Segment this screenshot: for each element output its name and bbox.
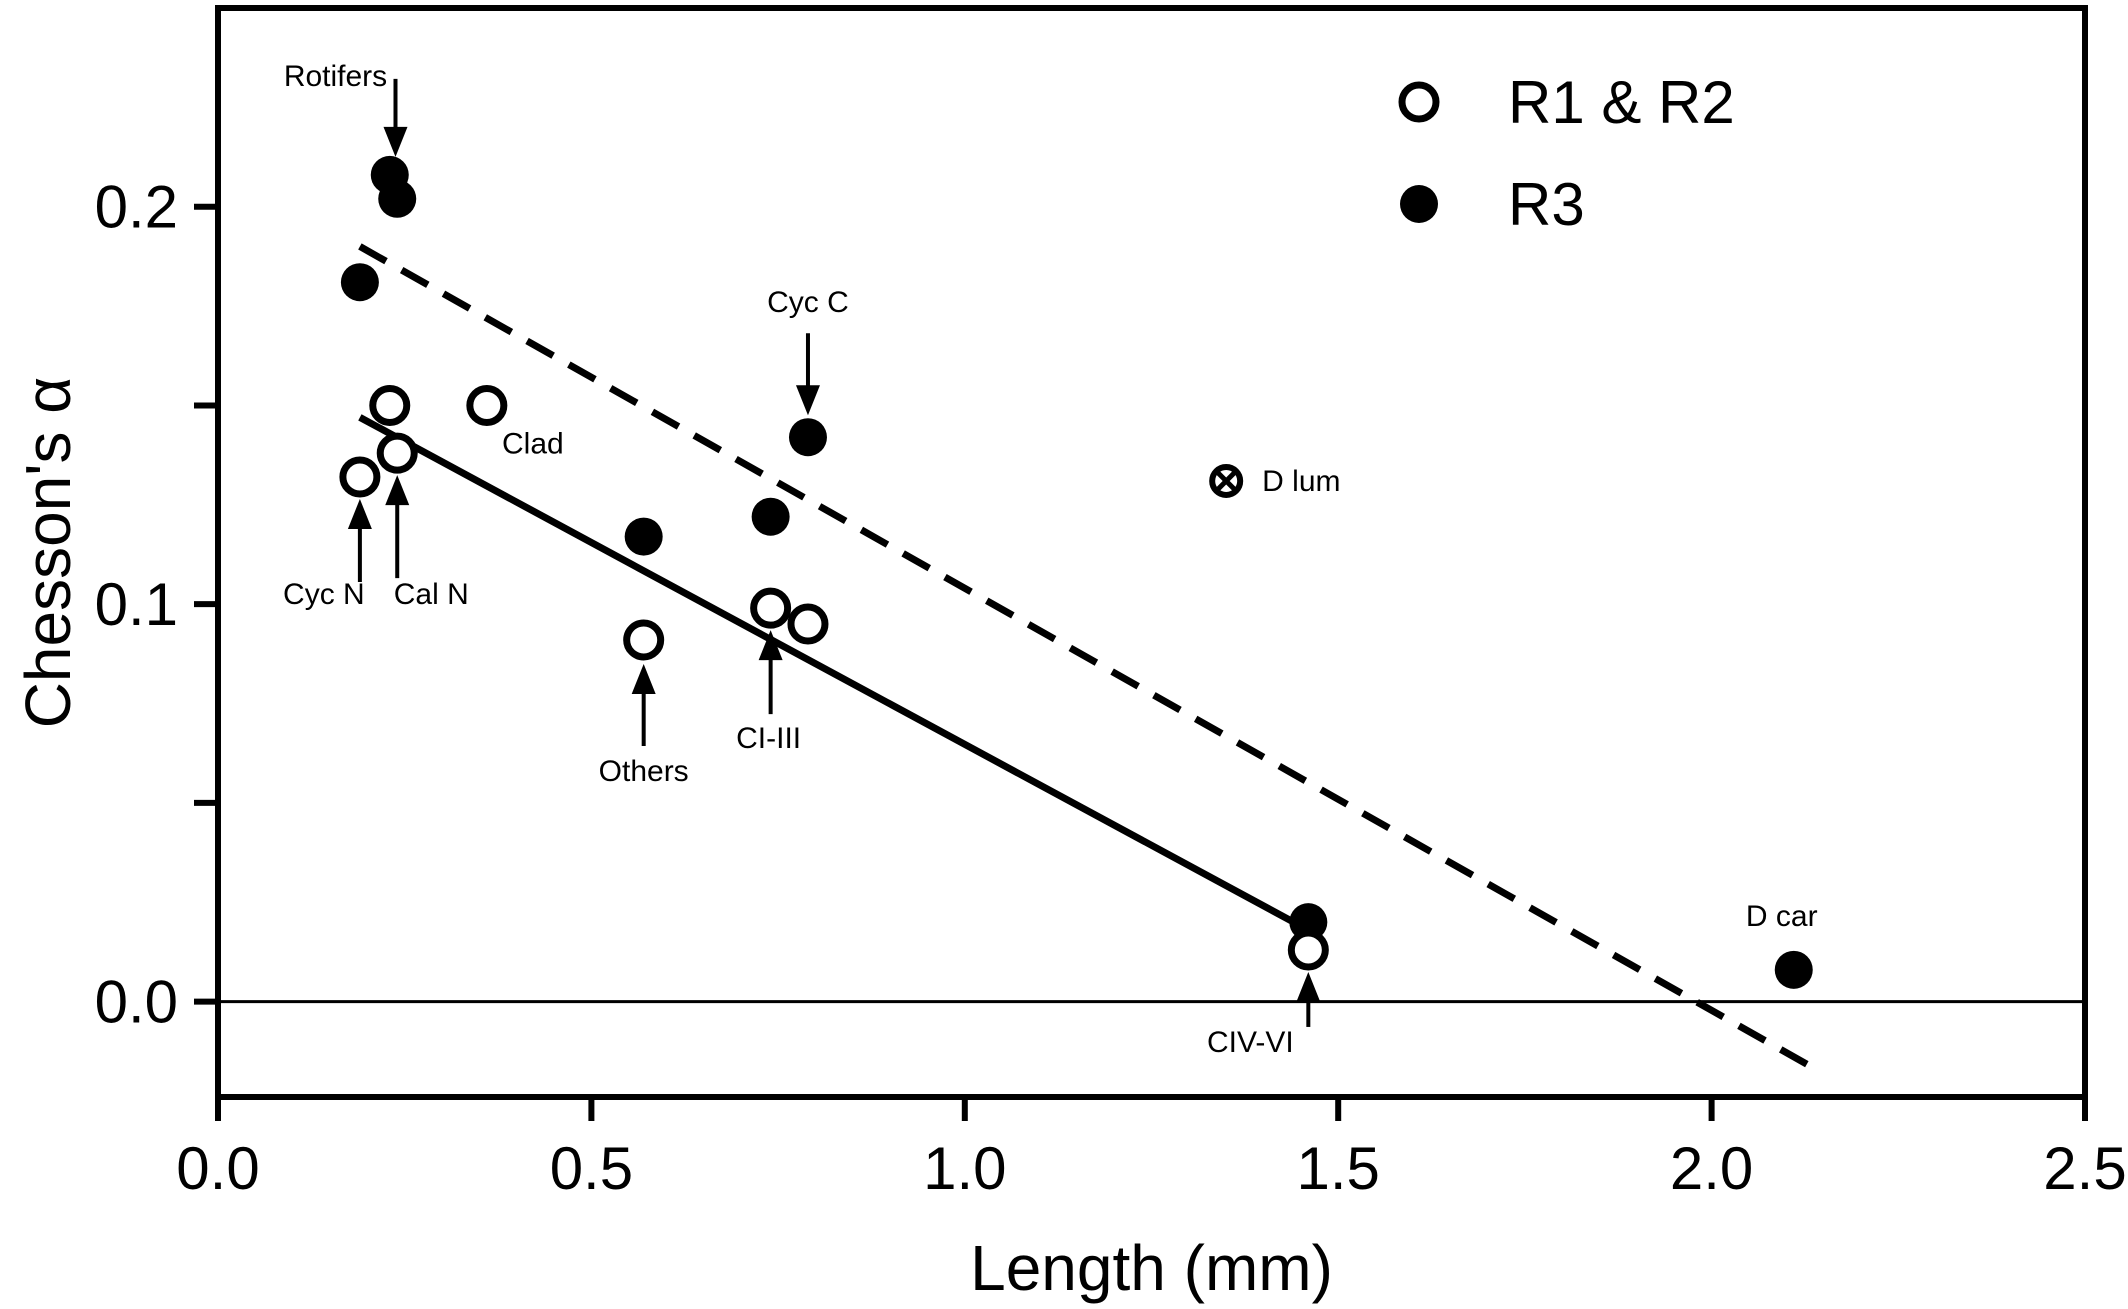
arrow-head [347, 498, 372, 529]
arrow-head [631, 663, 656, 694]
r1-r2-point [369, 384, 411, 426]
x-tick-label: 0.0 [176, 1135, 259, 1202]
arrow-head [1296, 971, 1321, 1002]
annotation-clad: Clad [502, 427, 564, 460]
arrow-head [383, 126, 408, 157]
r1-r2-point [750, 587, 792, 629]
x-tick-label: 1.0 [923, 1135, 1006, 1202]
y-tick-label: 0.1 [95, 571, 178, 638]
others-arrow [631, 663, 656, 746]
arrow-head [758, 630, 783, 661]
y-tick-label: 0.0 [95, 969, 178, 1036]
y-tick-label: 0.2 [95, 174, 178, 241]
r1-r2-point [466, 384, 508, 426]
annotation-d-lum: D lum [1262, 465, 1340, 498]
r3-point [378, 179, 417, 218]
annotation-d-car: D car [1746, 900, 1818, 933]
r1-r2-point [1287, 929, 1329, 971]
annotation-ci-iii: CI-III [736, 722, 801, 755]
r3-fit-line-dashed [358, 243, 1811, 1069]
legend-label: R1 & R2 [1508, 69, 1735, 136]
cal-n-arrow [385, 475, 410, 579]
x-axis-title: Length (mm) [970, 1232, 1333, 1304]
legend-marker-r3 [1400, 185, 1438, 223]
annotation-cyc-c: Cyc C [767, 286, 849, 319]
r3-point [340, 263, 379, 302]
point-annotations: Rotifers Clad Cyc C D lum Cyc N Cal N Others CI… [283, 60, 1818, 1059]
y-axis-title: Chesson's α [12, 377, 84, 729]
annotation-cal-n: Cal N [394, 578, 469, 611]
x-tick-label: 0.5 [550, 1135, 633, 1202]
axes: 0.0 0.5 1.0 1.5 2.0 2.5 0.0 0.1 0.2 [95, 5, 2127, 1202]
legend: R1 & R2 R3 [1398, 69, 1735, 238]
data-points [339, 155, 1813, 989]
annotation-cyc-n: Cyc N [283, 578, 365, 611]
r1-r2-point [376, 432, 418, 474]
ci-iii-arrow [758, 630, 783, 715]
r3-point [624, 517, 663, 556]
circled-x-stroke [1215, 470, 1237, 492]
d-lum-point [1209, 463, 1244, 498]
cyc-n-arrow [347, 498, 372, 582]
r1-r2-point [787, 603, 829, 645]
r3-point [1774, 950, 1813, 989]
annotation-others: Others [599, 755, 689, 788]
r3-point [1289, 903, 1328, 942]
annotation-civ-vi: CIV-VI [1207, 1026, 1294, 1059]
x-tick-label: 2.5 [2043, 1135, 2126, 1202]
arrow-head [385, 475, 410, 506]
civ-vi-arrow [1296, 971, 1321, 1027]
r3-point [751, 497, 790, 536]
r1-r2-point [623, 619, 665, 661]
legend-marker-r1-r2 [1398, 81, 1440, 123]
rotifers-arrow [383, 78, 408, 157]
x-tick-label: 1.5 [1296, 1135, 1379, 1202]
cyc-c-arrow [795, 333, 820, 416]
legend-label: R3 [1508, 171, 1585, 238]
plot-frame [215, 5, 2088, 1100]
regression-lines [358, 243, 1811, 1069]
r3-point [788, 418, 827, 457]
r1-r2-fit-line-solid [358, 414, 1310, 934]
x-tick-label: 2.0 [1670, 1135, 1753, 1202]
annotation-rotifers: Rotifers [284, 60, 387, 93]
arrow-head [795, 385, 820, 416]
r1-r2-point [339, 456, 381, 498]
